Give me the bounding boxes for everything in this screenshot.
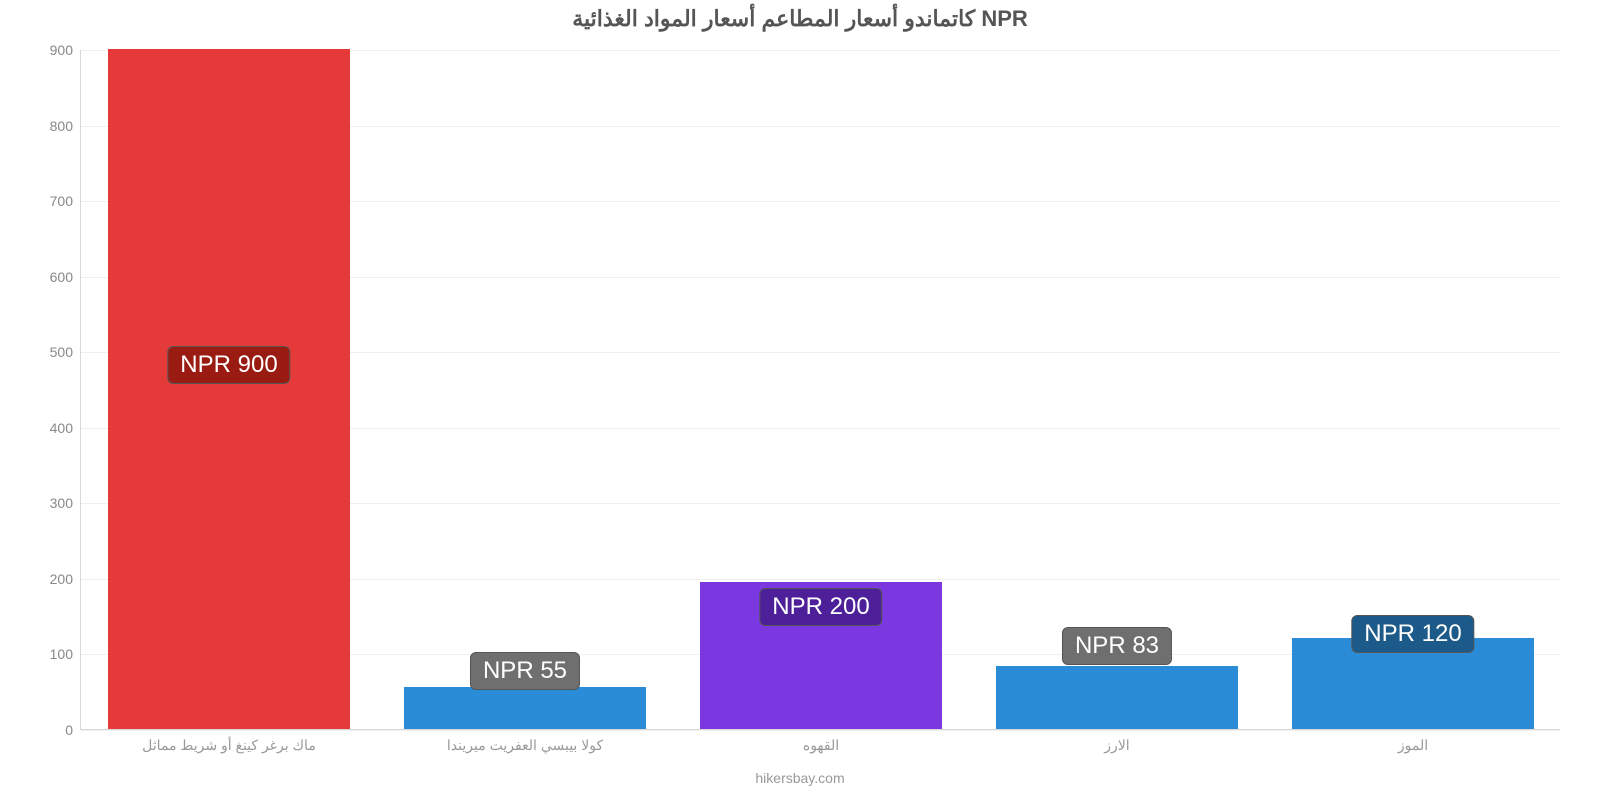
bar-value-label: NPR 55 (470, 652, 580, 690)
y-tick-label: 800 (50, 118, 81, 134)
y-tick-label: 500 (50, 344, 81, 360)
bar-value-label: NPR 120 (1351, 615, 1474, 653)
bar-slot: NPR 83الارز (969, 50, 1265, 729)
bar-value-label: NPR 83 (1062, 627, 1172, 665)
chart-container: كاتماندو أسعار المطاعم أسعار المواد الغذ… (0, 0, 1600, 800)
bar-value-label: NPR 200 (759, 588, 882, 626)
bar-value-label: NPR 900 (167, 346, 290, 384)
bar-slot: NPR 200القهوه (673, 50, 969, 729)
x-tick-label: كولا بيبسي العفريت ميريندا (447, 729, 603, 754)
y-tick-label: 200 (50, 571, 81, 587)
chart-title: كاتماندو أسعار المطاعم أسعار المواد الغذ… (0, 6, 1600, 32)
y-tick-label: 700 (50, 193, 81, 209)
bar-slot: NPR 900ماك برغر كينغ أو شريط مماثل (81, 50, 377, 729)
bar-slot: NPR 120الموز (1265, 50, 1561, 729)
y-tick-label: 0 (65, 722, 81, 738)
x-tick-label: ماك برغر كينغ أو شريط مماثل (142, 729, 316, 754)
source-label: hikersbay.com (0, 770, 1600, 786)
y-tick-label: 400 (50, 420, 81, 436)
x-tick-label: الارز (1104, 729, 1129, 754)
y-tick-label: 300 (50, 495, 81, 511)
y-tick-label: 100 (50, 646, 81, 662)
y-tick-label: 900 (50, 42, 81, 58)
x-tick-label: القهوه (803, 729, 839, 754)
x-tick-label: الموز (1398, 729, 1428, 754)
plot-area: 0100200300400500600700800900NPR 900ماك ب… (80, 50, 1560, 730)
y-tick-label: 600 (50, 269, 81, 285)
bar (996, 666, 1239, 729)
bar-slot: NPR 55كولا بيبسي العفريت ميريندا (377, 50, 673, 729)
bar (404, 687, 647, 729)
bar (108, 49, 351, 729)
